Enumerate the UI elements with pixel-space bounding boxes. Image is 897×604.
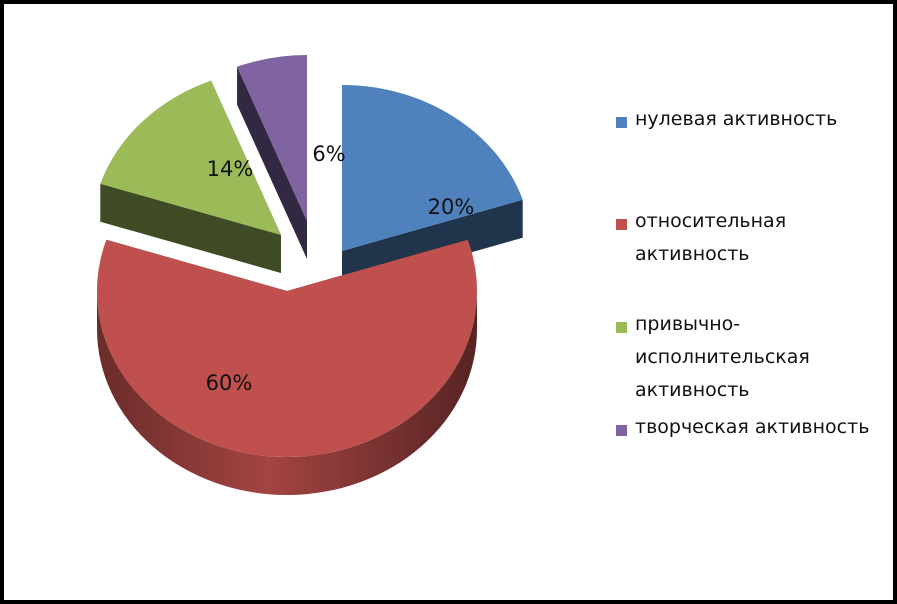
legend-item-relative: относительная активность bbox=[616, 210, 786, 271]
slice-label-zero: 20% bbox=[428, 195, 475, 219]
legend-swatch-creative bbox=[616, 425, 627, 436]
legend-item-zero: нулевая активность bbox=[616, 108, 837, 136]
pie-slice-side-relative bbox=[97, 291, 477, 495]
pie-slice-edge-creative-0 bbox=[237, 66, 307, 259]
legend-label-relative: относительная активность bbox=[635, 210, 787, 265]
slice-label-creative: 6% bbox=[312, 142, 345, 166]
legend-label-habitual: привычно- исполнительская активность bbox=[635, 313, 810, 401]
pie-tops bbox=[96, 55, 523, 457]
legend-swatch-habitual bbox=[616, 322, 627, 333]
legend-label-creative: творческая активность bbox=[635, 416, 870, 438]
legend-swatch-relative bbox=[616, 219, 627, 230]
legend-swatch-zero bbox=[616, 117, 627, 128]
legend-item-habitual: привычно- исполнительская активность bbox=[616, 313, 810, 407]
pie-slice-creative bbox=[237, 55, 307, 221]
legend-item-creative: творческая активность bbox=[616, 416, 869, 444]
pie-slice-edge-habitual-0 bbox=[100, 183, 282, 273]
pie-slice-habitual bbox=[100, 80, 282, 235]
slice-label-relative: 60% bbox=[206, 371, 253, 395]
pie-slice-relative bbox=[96, 239, 478, 457]
legend-label-zero: нулевая активность bbox=[635, 108, 838, 130]
slice-label-habitual: 14% bbox=[207, 157, 254, 181]
chart-area: 20% 60% 14% 6% нулевая активность относител… bbox=[3, 3, 894, 601]
pie-slice-zero bbox=[342, 85, 523, 251]
pie-chart: 20% 60% 14% 6% bbox=[96, 55, 523, 495]
